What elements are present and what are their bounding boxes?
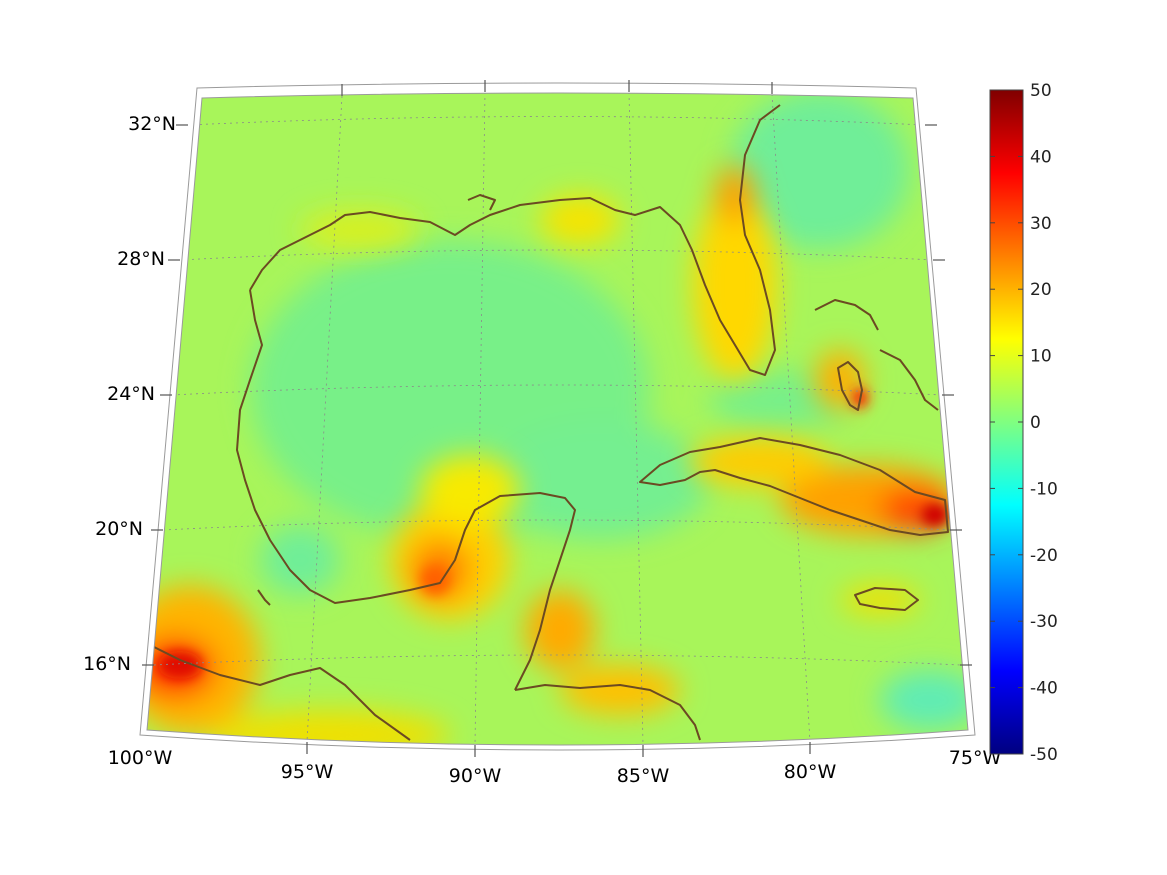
colorbar-tick-label: -30 <box>1030 612 1058 632</box>
graticule <box>153 93 961 745</box>
colorbar-ticks <box>990 89 1023 755</box>
map-frame <box>139 80 976 757</box>
lon-label-80: 80°W <box>784 761 837 783</box>
colorbar-tick-label: 0 <box>1030 413 1041 433</box>
lat-label-32: 32°N <box>128 113 176 135</box>
colorbar-tick-label: -10 <box>1030 479 1058 499</box>
colorbar-tick-label: 20 <box>1030 280 1052 300</box>
latitude-labels: 32°N 28°N 24°N 20°N 16°N <box>83 113 176 675</box>
lat-label-16: 16°N <box>83 653 131 675</box>
colorbar-tick-label: -50 <box>1030 745 1058 765</box>
colorbar-tick-label: 40 <box>1030 147 1052 167</box>
colorbar-tick-label: -20 <box>1030 546 1058 566</box>
lat-label-20: 20°N <box>95 518 143 540</box>
lat-label-24: 24°N <box>107 383 155 405</box>
map-field <box>147 93 968 745</box>
lon-label-90: 90°W <box>449 765 502 787</box>
colorbar-tick-label: 30 <box>1030 214 1052 234</box>
coastlines <box>149 104 949 741</box>
colorbar-tick-label: 10 <box>1030 347 1052 367</box>
colorbar: 50 40 30 20 10 0 -10 -20 -30 -40 -50 <box>989 81 1058 765</box>
frame-ticks <box>142 80 972 757</box>
colorbar-tick-label: -40 <box>1030 679 1058 699</box>
lon-label-85: 85°W <box>617 765 670 787</box>
lat-label-28: 28°N <box>117 248 165 270</box>
lon-label-75: 75°W <box>949 747 1002 769</box>
gulf-water-field <box>250 93 968 730</box>
lon-label-100: 100°W <box>108 747 173 769</box>
colorbar-labels: 50 40 30 20 10 0 -10 -20 -30 -40 -50 <box>1030 81 1058 765</box>
lon-label-95: 95°W <box>281 761 334 783</box>
colorbar-tick-label: 50 <box>1030 81 1052 101</box>
hot-spots <box>158 388 949 679</box>
longitude-labels: 100°W 95°W 90°W 85°W 80°W 75°W <box>108 747 1002 787</box>
